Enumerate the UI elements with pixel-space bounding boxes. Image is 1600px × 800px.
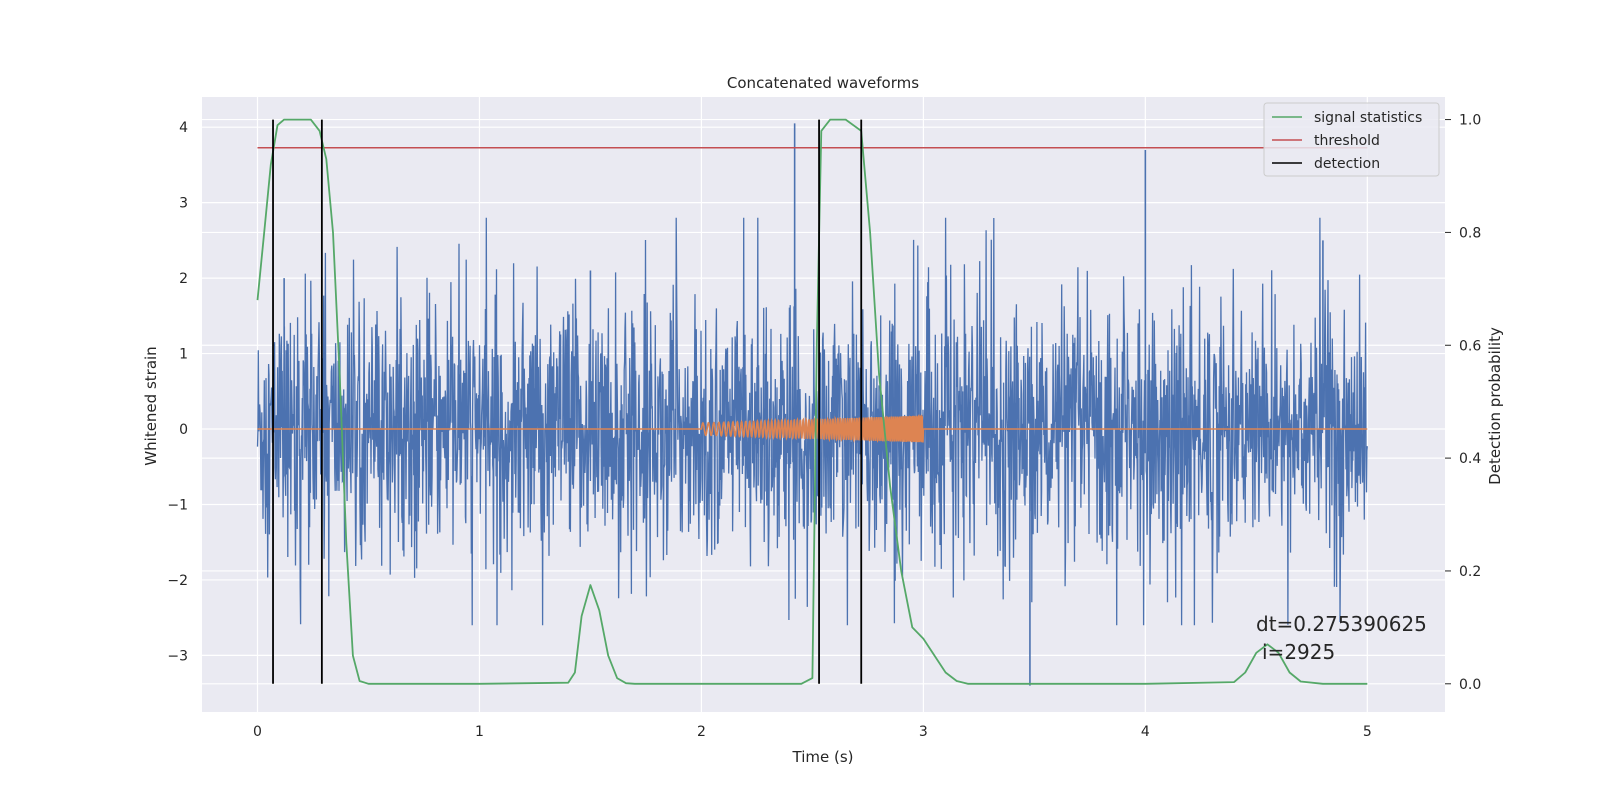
- plot-layer: [256, 118, 1368, 686]
- x-tick-label: 3: [919, 724, 928, 740]
- strain-noise-series: [256, 217, 1368, 626]
- legend-label-threshold: threshold: [1314, 133, 1380, 149]
- signal-statistics-line: [256, 118, 1368, 685]
- chart-title: Concatenated waveforms: [727, 74, 919, 92]
- y-tick-label: 4: [179, 120, 188, 136]
- y-right-tick-label: 1.0: [1459, 113, 1481, 129]
- y-tick-label: −1: [167, 497, 188, 513]
- legend-label-detection: detection: [1314, 156, 1380, 172]
- y-axis-right-label: Detection probability: [1486, 327, 1504, 485]
- y-tick-label: 3: [179, 196, 188, 212]
- y-right-tick-label: 0.6: [1459, 338, 1481, 354]
- y-tick-label: 2: [179, 271, 188, 287]
- x-tick-label: 4: [1141, 724, 1150, 740]
- injected-waveform-series: [257, 413, 1368, 443]
- annotation-i: i=2925: [1262, 640, 1335, 664]
- x-axis-label: Time (s): [792, 748, 854, 766]
- y-axis-label: Whitened strain: [142, 346, 160, 465]
- legend-label-signal-statistics: signal statistics: [1314, 110, 1422, 126]
- x-tick-label: 0: [253, 724, 262, 740]
- x-tick-label: 1: [475, 724, 484, 740]
- legend-box: [1263, 102, 1440, 177]
- y-tick-label: −3: [167, 648, 188, 664]
- y-right-tick-label: 0.4: [1459, 451, 1481, 467]
- annotation-dt: dt=0.275390625: [1256, 612, 1427, 636]
- x-tick-label: 5: [1363, 724, 1372, 740]
- y-tick-label: −2: [167, 573, 188, 589]
- y-tick-label: 1: [179, 347, 188, 363]
- y-right-tick-label: 0.0: [1459, 677, 1481, 693]
- legend: signal statistics threshold detection: [1263, 102, 1440, 177]
- y-tick-label: 0: [179, 422, 188, 438]
- x-tick-label: 2: [697, 724, 706, 740]
- axes-layer: 0 1 2 3 4 5 −3 −2 −1 0 1 2 3 4 0.0 0.2 0.4 0.6 0.8 1.0: [167, 113, 1481, 740]
- y-right-tick-label: 0.8: [1459, 225, 1481, 241]
- y-right-tick-label: 0.2: [1459, 564, 1481, 580]
